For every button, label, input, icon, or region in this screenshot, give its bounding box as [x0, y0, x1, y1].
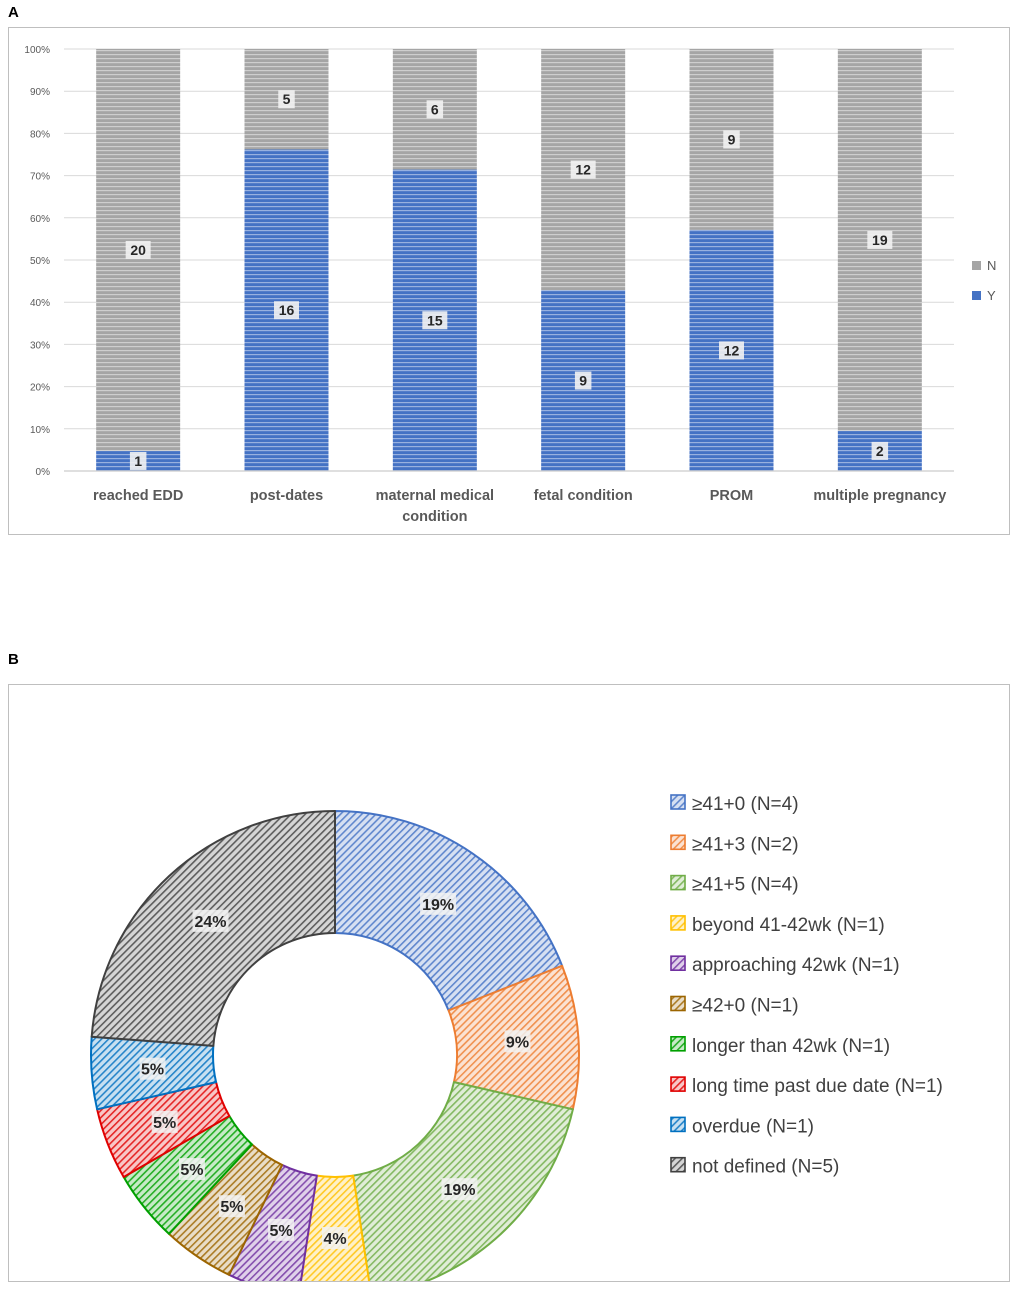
bar-label-n-reached-edd: 20: [130, 242, 146, 258]
legend-swatch-overdue-n-1: [670, 1116, 686, 1133]
y-tick-label: 50%: [30, 256, 50, 267]
bar-label-bg: [867, 230, 893, 249]
legend-label-beyond-41-42wk-n-1: beyond 41-42wk (N=1): [692, 915, 885, 936]
y-tick-label: 90%: [30, 87, 50, 98]
bar-label-bg: [129, 451, 147, 470]
bar-label-bg: [723, 130, 740, 149]
y-tick-label: 80%: [30, 129, 50, 140]
legend-swatch-approaching-42wk-n-1: [670, 955, 686, 972]
bar-label-y-multiple-pregnancy: 2: [876, 443, 884, 459]
x-category-label-reached-edd: reached EDD: [93, 488, 183, 504]
bar-label-bg: [426, 100, 444, 119]
bar-label-bg: [570, 160, 596, 179]
legend-label-not-defined-n-5: not defined (N=5): [692, 1157, 839, 1178]
slice-label-longer-than-42wk-n-1: 5%: [180, 1162, 203, 1179]
slice-label-not-defined-n-5: 24%: [195, 914, 227, 931]
legend-label-longer-than-42wk-n-1: longer than 42wk (N=1): [692, 1036, 890, 1057]
bar-label-y-fetal-condition: 9: [579, 373, 587, 389]
slice-label-bg: [441, 1178, 478, 1201]
x-category-label-fetal-condition: fetal condition: [534, 488, 633, 504]
bar-label-bg: [274, 301, 299, 320]
bar-label-y-reached-edd: 1: [134, 453, 142, 469]
bar-label-y-prom: 12: [724, 342, 740, 358]
bar-label-bg: [422, 311, 448, 330]
slice-label-41-0-n-4: 19%: [422, 897, 454, 914]
slice-label-bg: [268, 1218, 295, 1241]
y-tick-label: 60%: [30, 214, 50, 225]
y-tick-label: 0%: [36, 467, 51, 478]
y-tick-label: 10%: [30, 425, 50, 436]
bar-label-y-post-dates: 16: [279, 302, 295, 318]
slice-label-41-5-n-4: 19%: [443, 1182, 475, 1199]
bar-label-bg: [574, 371, 592, 390]
legend-swatch-beyond-41-42wk-n-1: [670, 915, 686, 931]
legend-label-approaching-42wk-n-1: approaching 42wk (N=1): [692, 955, 900, 976]
slice-label-bg: [192, 909, 229, 932]
legend-label-overdue-n-1: overdue (N=1): [692, 1116, 814, 1137]
legend-label-41-0-n-4: ≥41+0 (N=4): [692, 794, 799, 815]
slice-label-bg: [218, 1195, 245, 1218]
panel-label-b: B: [8, 651, 19, 668]
legend-swatch-42-0-n-1: [670, 995, 686, 1012]
legend-swatch-long-time-past-due-date-n-1: [670, 1076, 686, 1092]
legend-swatch-longer-than-42wk-n-1: [670, 1035, 686, 1052]
legend-swatch-41-3-n-2: [670, 834, 686, 851]
legend-swatch-41-5-n-4: [670, 874, 686, 891]
slice-label-bg: [504, 1030, 531, 1053]
x-category-label-multiple-pregnancy: multiple pregnancy: [813, 488, 946, 504]
slice-label-bg: [139, 1057, 166, 1080]
bar-label-n-prom: 9: [728, 131, 736, 147]
bar-label-bg: [125, 240, 151, 259]
legend-swatch-not-defined-n-5: [670, 1156, 686, 1173]
stacked-bar-chart: 0% 10% 20% 30% 40% 50% 60% 70% 80% 90% 100% 1 20 reac…: [24, 45, 996, 525]
x-category-label-prom: PROM: [710, 488, 754, 504]
slice-label-overdue-n-1: 5%: [141, 1062, 164, 1079]
slice-label-bg: [151, 1110, 178, 1133]
x-category-label-maternal-medical-condition: maternal medical condition: [376, 488, 494, 525]
bar-label-bg: [719, 341, 744, 360]
doughnut-chart-frame: 19% 9% 19% 4% 5% 5% 5% 5% 5% 24% ≥41+0 (N=4) ≥41+3 …: [8, 684, 1010, 1282]
slice-label-41-3-n-2: 9%: [506, 1034, 529, 1051]
legend-swatch-n: [972, 261, 981, 270]
doughnut-chart: 19% 9% 19% 4% 5% 5% 5% 5% 5% 24% ≥41+0 (N=4) ≥41+3 …: [90, 794, 943, 1281]
legend-label-42-0-n-1: ≥42+0 (N=1): [692, 996, 799, 1017]
stacked-bar-chart-frame: 0% 10% 20% 30% 40% 50% 60% 70% 80% 90% 100% 1 20 reac…: [8, 27, 1010, 535]
y-tick-label: 20%: [30, 383, 50, 394]
panel-label-a: A: [8, 4, 19, 21]
y-tick-label: 40%: [30, 298, 50, 309]
y-tick-label: 30%: [30, 340, 50, 351]
y-tick-label: 100%: [24, 45, 50, 56]
bar-label-n-fetal-condition: 12: [575, 162, 591, 178]
legend-swatch-y: [972, 291, 981, 300]
bar-label-bg: [871, 441, 889, 460]
slice-label-beyond-41-42wk-n-1: 4%: [323, 1231, 346, 1248]
legend-label-41-5-n-4: ≥41+5 (N=4): [692, 875, 799, 896]
bar-label-bg: [278, 90, 295, 109]
slice-label-bg: [178, 1158, 205, 1181]
legend-label-41-3-n-2: ≥41+3 (N=2): [692, 834, 799, 855]
bar-label-n-post-dates: 5: [283, 91, 291, 107]
legend-label-long-time-past-due-date-n-1: long time past due date (N=1): [692, 1076, 943, 1097]
slice-label-bg: [420, 892, 457, 915]
bar-label-y-maternal-medical-condition: 15: [427, 312, 443, 328]
legend-label-y: Y: [987, 288, 996, 303]
slice-label-approaching-42wk-n-1: 5%: [269, 1223, 292, 1240]
slice-label-bg: [322, 1227, 348, 1249]
bar-label-n-multiple-pregnancy: 19: [872, 232, 888, 248]
legend-label-n: N: [987, 258, 996, 273]
slice-label-42-0-n-1: 5%: [220, 1199, 243, 1216]
x-category-label-post-dates: post-dates: [250, 488, 323, 504]
legend-swatch-41-0-n-4: [670, 794, 686, 810]
y-tick-label: 70%: [30, 172, 50, 183]
bar-label-n-maternal-medical-condition: 6: [431, 101, 439, 117]
slice-label-long-time-past-due-date-n-1: 5%: [153, 1115, 176, 1132]
